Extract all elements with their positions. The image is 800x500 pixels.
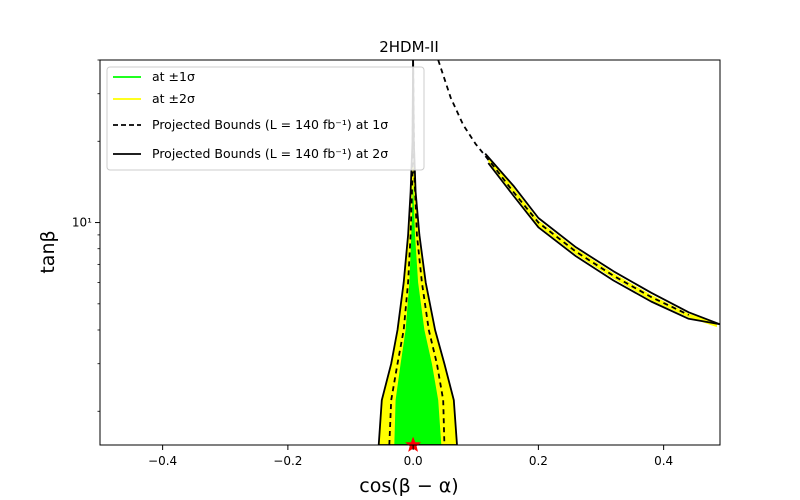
legend-box xyxy=(106,66,425,171)
contour-projected-2sigma-band-upper xyxy=(484,153,720,326)
legend-label: at ±2σ xyxy=(152,91,195,106)
x-tick-label: 0.2 xyxy=(529,454,548,468)
legend-label: Projected Bounds (L = 140 fb⁻¹) at 2σ xyxy=(152,146,388,161)
x-tick-label: 0.0 xyxy=(404,454,423,468)
legend-label: at ±1σ xyxy=(152,69,195,84)
x-tick-label: 0.4 xyxy=(654,454,673,468)
legend-label: Projected Bounds (L = 140 fb⁻¹) at 1σ xyxy=(152,117,388,132)
plot-frame xyxy=(99,59,721,446)
region-1sigma-central xyxy=(394,183,442,445)
chart-title: 2HDM-II xyxy=(379,38,439,56)
contour-projected-1sigma-wrong-sign xyxy=(437,60,690,316)
contour-projected-1sigma-central xyxy=(388,60,446,445)
y-tick-label: 10¹ xyxy=(72,216,92,230)
x-tick-label: −0.4 xyxy=(148,454,177,468)
x-axis-label: cos(β − α) xyxy=(359,475,458,497)
y-axis-label: tanβ xyxy=(37,230,59,273)
axes: −0.4 −0.2 0.0 0.2 0.4 10¹ xyxy=(72,59,721,468)
legend: at ±1σ at ±2σ Projected Bounds (L = 140 fb… xyxy=(106,66,425,171)
x-tick-label: −0.2 xyxy=(273,454,302,468)
contour-projected-2sigma-band-lower xyxy=(487,162,720,326)
